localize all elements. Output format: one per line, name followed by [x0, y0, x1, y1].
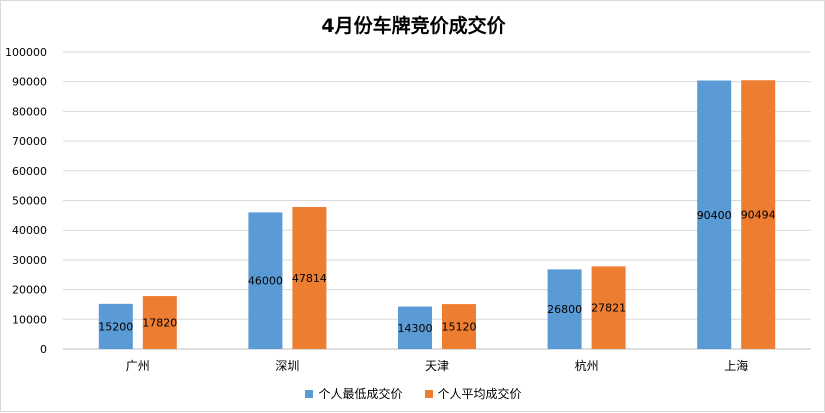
- category-label: 广州: [126, 359, 150, 373]
- bar: [98, 303, 133, 349]
- bar: [442, 304, 476, 349]
- legend-item-min: 个人最低成交价: [305, 385, 403, 402]
- data-label: 90494: [741, 209, 776, 222]
- data-label: 17820: [142, 317, 177, 330]
- category-label: 深圳: [275, 359, 299, 373]
- data-label: 14300: [398, 322, 433, 335]
- legend: 个人最低成交价 个人平均成交价: [1, 385, 825, 402]
- data-label: 27821: [591, 302, 626, 315]
- bar: [591, 266, 626, 349]
- category-label: 天津: [425, 359, 449, 373]
- data-label: 15120: [442, 321, 477, 334]
- bar: [142, 296, 177, 349]
- data-label: 46000: [248, 275, 283, 288]
- bar: [697, 80, 732, 350]
- y-tick-label: 30000: [12, 254, 47, 267]
- legend-label-min: 个人最低成交价: [318, 387, 403, 401]
- y-tick-label: 0: [40, 343, 47, 356]
- y-tick-label: 60000: [12, 165, 47, 178]
- y-tick-label: 80000: [12, 105, 47, 118]
- bar: [547, 269, 582, 349]
- y-tick-label: 10000: [12, 313, 47, 326]
- y-tick-label: 100000: [5, 46, 47, 59]
- data-label: 15200: [98, 320, 133, 333]
- legend-item-avg: 个人平均成交价: [424, 385, 522, 402]
- legend-swatch-avg: [424, 389, 433, 398]
- chart-title: 4月份车牌竞价成交价: [321, 15, 506, 37]
- data-label: 47814: [292, 272, 327, 285]
- category-label: 杭州: [575, 358, 599, 373]
- y-tick-label: 90000: [12, 76, 47, 89]
- bar: [292, 206, 327, 349]
- y-tick-label: 20000: [12, 284, 47, 297]
- legend-swatch-min: [305, 389, 314, 398]
- y-tick-label: 50000: [12, 195, 47, 208]
- data-label: 90400: [697, 209, 732, 222]
- bar: [741, 80, 776, 349]
- category-label: 上海: [724, 358, 748, 373]
- legend-label-avg: 个人平均成交价: [437, 387, 522, 401]
- bar: [248, 212, 283, 349]
- y-tick-label: 40000: [12, 224, 47, 237]
- y-tick-label: 70000: [12, 135, 47, 148]
- bar: [398, 306, 432, 349]
- data-label: 26800: [547, 303, 582, 316]
